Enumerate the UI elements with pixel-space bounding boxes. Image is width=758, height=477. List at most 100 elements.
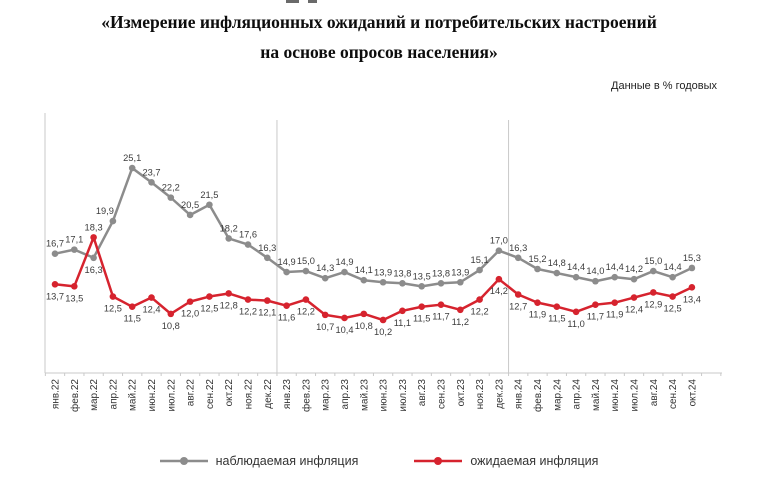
data-label-expected-inflation: 11,9	[529, 310, 546, 320]
data-point-observed-inflation	[244, 241, 252, 248]
legend-item-expected: ожидаемая инфляция	[414, 454, 598, 468]
data-label-expected-inflation: 11,9	[606, 310, 623, 320]
data-point-observed-inflation	[264, 254, 271, 262]
legend-marker-expected-icon	[414, 457, 463, 465]
data-label-observed-inflation: 20,5	[181, 200, 199, 210]
x-axis-label: июл.23	[398, 379, 409, 412]
data-point-observed-inflation	[457, 278, 464, 286]
x-axis-label: сен.22	[205, 379, 216, 409]
data-point-observed-inflation	[495, 247, 503, 254]
data-label-observed-inflation: 14,3	[316, 263, 334, 273]
x-axis-label: фев.23	[300, 379, 312, 412]
data-label-expected-inflation: 12,5	[200, 304, 218, 314]
data-point-expected-inflation	[148, 294, 155, 301]
data-label-expected-inflation: 18,3	[85, 222, 103, 232]
x-axis-label: дек.22	[263, 379, 274, 409]
data-point-observed-inflation	[206, 201, 213, 209]
data-point-observed-inflation	[688, 264, 696, 272]
data-point-expected-inflation	[630, 294, 638, 301]
x-axis-label: ноя.23	[475, 379, 486, 410]
data-label-expected-inflation: 11,6	[278, 313, 295, 323]
data-label-expected-inflation: 11,2	[452, 317, 469, 327]
data-label-expected-inflation: 13,4	[683, 294, 701, 304]
x-axis-label: янв.24	[514, 379, 525, 410]
x-axis-label: фев.24	[532, 379, 544, 412]
data-point-expected-inflation	[399, 307, 406, 315]
data-label-expected-inflation: 14,2	[490, 286, 508, 296]
data-point-observed-inflation	[650, 267, 657, 275]
data-point-observed-inflation	[128, 164, 136, 172]
data-label-observed-inflation: 14,4	[664, 262, 682, 272]
data-point-expected-inflation	[264, 297, 271, 304]
data-label-expected-inflation: 12,2	[297, 307, 315, 317]
page-title: «Измерение инфляционных ожиданий и потре…	[10, 7, 748, 67]
data-point-expected-inflation	[321, 311, 329, 319]
data-point-expected-inflation	[244, 296, 252, 303]
data-label-expected-inflation: 11,5	[413, 314, 430, 324]
data-point-expected-inflation	[514, 291, 522, 298]
data-point-observed-inflation	[611, 273, 618, 281]
data-label-observed-inflation: 13,5	[413, 271, 431, 281]
data-label-observed-inflation: 14,0	[586, 266, 604, 276]
data-point-expected-inflation	[283, 302, 290, 310]
data-point-observed-inflation	[476, 266, 483, 274]
data-label-observed-inflation: 19,9	[96, 206, 114, 216]
data-point-expected-inflation	[302, 296, 310, 303]
data-label-observed-inflation: 13,9	[374, 267, 392, 277]
data-label-observed-inflation: 16,3	[509, 243, 527, 253]
data-point-observed-inflation	[630, 275, 638, 283]
data-label-observed-inflation: 14,9	[278, 257, 296, 267]
cropped-text-fragment	[286, 0, 326, 4]
data-label-observed-inflation: 16,3	[258, 243, 276, 253]
data-label-expected-inflation: 12,7	[509, 301, 527, 311]
data-point-observed-inflation	[186, 211, 194, 219]
page-title-line2: на основе опросов населения»	[260, 42, 498, 62]
data-point-expected-inflation	[572, 308, 580, 316]
data-label-expected-inflation: 12,2	[239, 307, 257, 317]
x-axis-label: май.22	[128, 379, 139, 411]
data-point-observed-inflation	[51, 250, 59, 258]
x-axis-label: ноя.22	[244, 379, 255, 410]
x-axis-label: июн.23	[379, 379, 390, 412]
x-axis-label: дек.23	[494, 379, 505, 409]
data-label-observed-inflation: 16,7	[46, 239, 64, 249]
data-point-observed-inflation	[669, 273, 676, 281]
data-point-observed-inflation	[399, 279, 406, 287]
data-point-observed-inflation	[167, 194, 175, 201]
x-axis-label: авг.23	[417, 379, 428, 407]
data-point-observed-inflation	[225, 235, 232, 242]
data-label-observed-inflation: 14,1	[355, 265, 373, 275]
x-axis-label: сен.23	[437, 379, 448, 409]
data-point-expected-inflation	[186, 298, 194, 305]
x-axis-label: июн.22	[147, 379, 158, 412]
data-point-expected-inflation	[688, 284, 696, 291]
data-point-expected-inflation	[650, 289, 657, 296]
data-label-observed-inflation: 14,8	[548, 258, 566, 268]
data-label-observed-inflation: 22,2	[162, 183, 180, 193]
data-point-expected-inflation	[592, 301, 599, 308]
data-label-observed-inflation: 15,2	[528, 254, 546, 264]
page-title-line1: «Измерение инфляционных ожиданий и потре…	[101, 12, 657, 32]
x-axis-label: мар.23	[321, 379, 332, 411]
data-point-observed-inflation	[341, 268, 348, 276]
x-axis-label: июн.24	[610, 379, 621, 412]
chart-legend: наблюдаемая инфляция ожидаемая инфляция	[0, 449, 758, 473]
data-point-observed-inflation	[321, 274, 329, 282]
x-axis-label: авг.24	[649, 379, 660, 407]
data-label-expected-inflation: 12,2	[471, 307, 489, 317]
data-point-observed-inflation	[437, 279, 445, 287]
data-label-expected-inflation: 11,7	[587, 312, 604, 322]
data-label-expected-inflation: 12,4	[625, 305, 643, 315]
data-point-expected-inflation	[128, 303, 136, 311]
data-label-observed-inflation: 25,1	[123, 153, 141, 163]
data-label-observed-inflation: 14,9	[335, 257, 353, 267]
x-axis-label: сен.24	[668, 379, 679, 409]
data-label-expected-inflation: 12,8	[220, 300, 238, 310]
data-point-observed-inflation	[148, 179, 155, 186]
x-axis-label: янв.22	[51, 379, 62, 410]
x-axis-label: май.23	[359, 379, 370, 411]
data-point-observed-inflation	[418, 283, 426, 290]
data-label-expected-inflation: 10,8	[355, 321, 373, 331]
series-line-expected-inflation	[54, 236, 693, 322]
